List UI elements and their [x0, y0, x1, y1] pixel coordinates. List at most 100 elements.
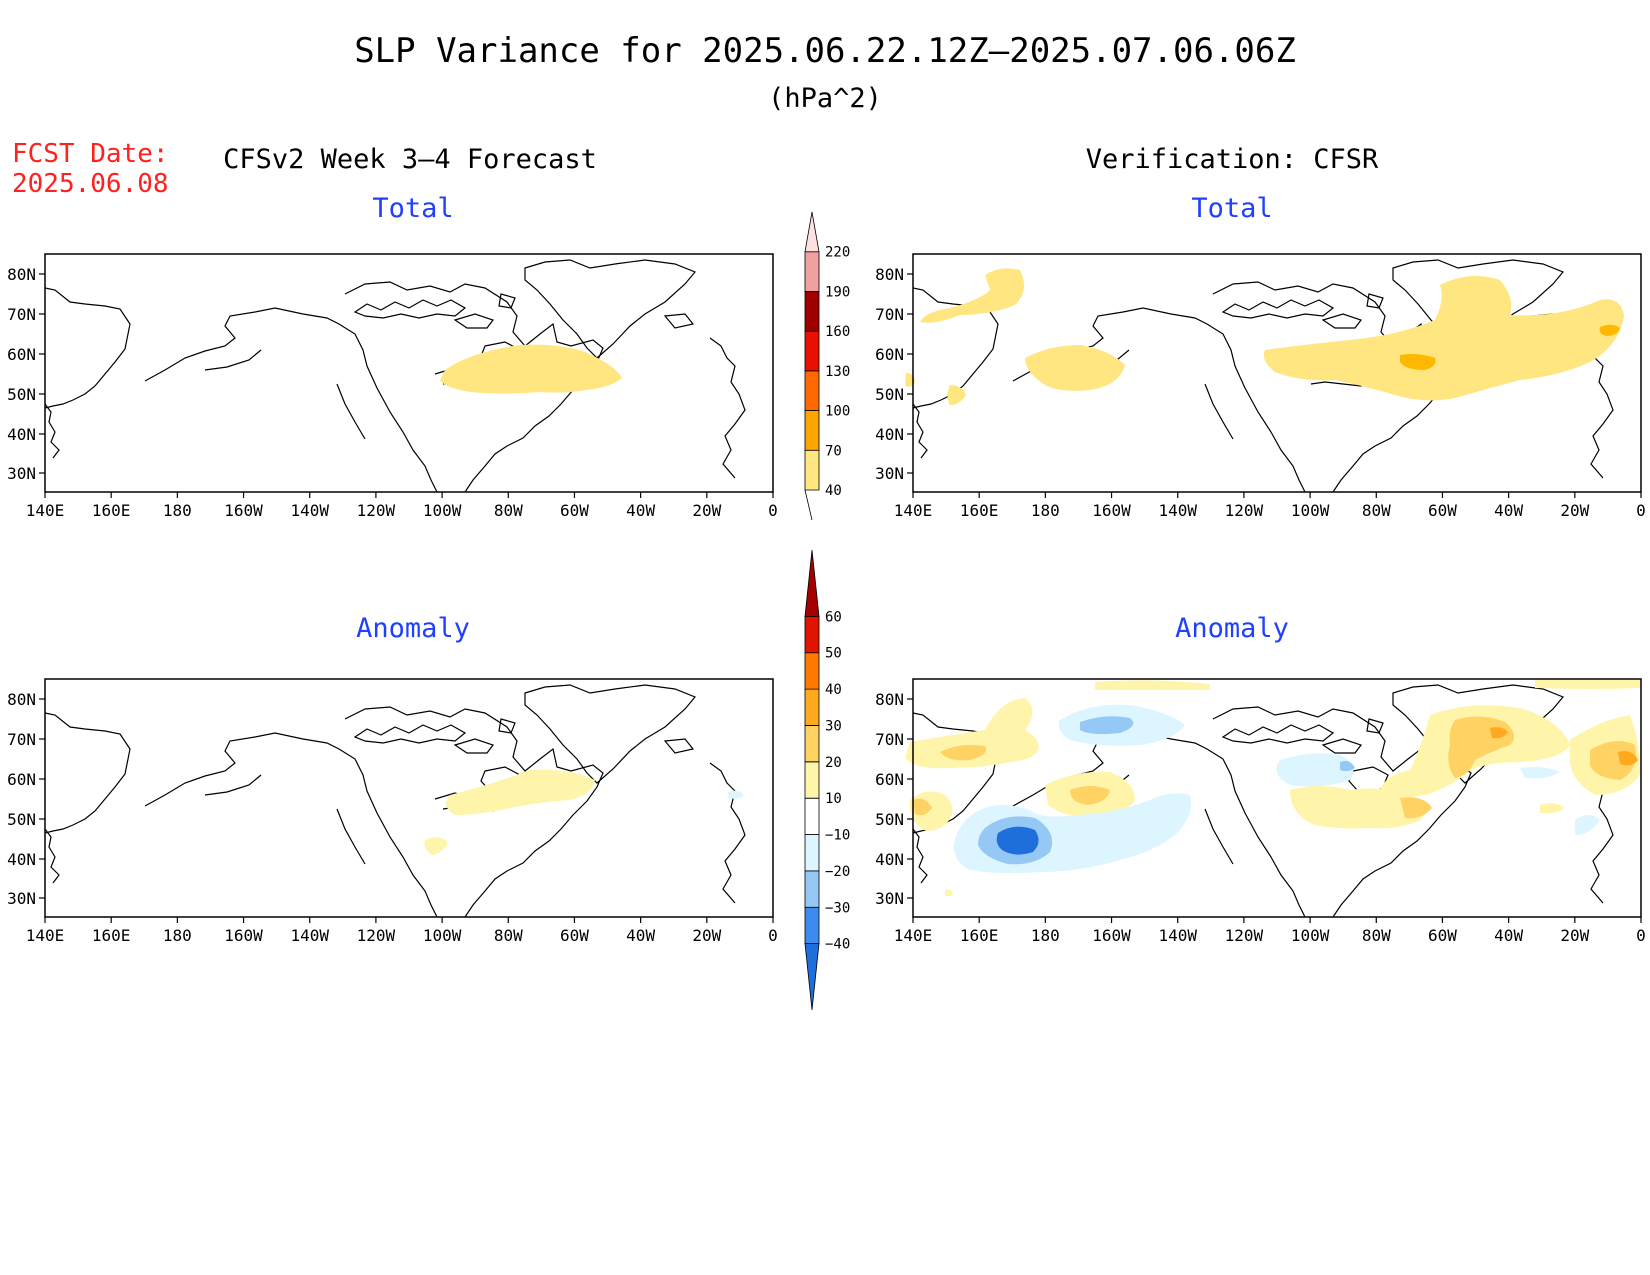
coastline — [912, 287, 999, 409]
verif-total-map: 80N 70N 60N 50N 40N 30N 140E 160E 180 160W 140W 120… — [875, 253, 1646, 520]
lon-tick-label: 80W — [1362, 501, 1391, 520]
shading — [440, 344, 622, 394]
coastline — [353, 299, 467, 319]
verif-anomaly-map: 80N 70N 60N 50N 40N 30N 140E 160E 180 160W 140W 120… — [875, 678, 1646, 945]
coastline — [912, 403, 928, 459]
lon-tick-label: 140E — [26, 926, 65, 945]
colorbar-label: 20 — [825, 755, 842, 771]
lat-tick-label: 50N — [7, 385, 36, 404]
coastline — [344, 281, 604, 493]
lat-tick-label: 80N — [7, 690, 36, 709]
lon-tick-label: 160W — [224, 926, 263, 945]
colorbar-label: 100 — [825, 404, 850, 420]
lat-tick-label: 30N — [7, 464, 36, 483]
lon-tick-label: 160E — [92, 926, 131, 945]
lat-tick-label: 50N — [875, 810, 904, 829]
coastline — [144, 307, 438, 493]
colorbar-swatch — [804, 251, 820, 292]
colorbar-label: 160 — [825, 324, 850, 340]
lat-tick-label: 40N — [875, 850, 904, 869]
lon-tick-label: 100W — [423, 926, 462, 945]
lat-tick-label: 60N — [875, 770, 904, 789]
colorbar-swatch — [804, 410, 820, 451]
lat-tick-label: 60N — [875, 345, 904, 364]
lon-tick-label: 140E — [894, 501, 933, 520]
colorbar-label: 220 — [825, 245, 850, 261]
coastline — [709, 337, 746, 479]
shading — [424, 769, 744, 855]
coastline — [1221, 724, 1335, 744]
colorbar-swatch — [804, 870, 820, 908]
lon-tick-label: 100W — [423, 501, 462, 520]
coastline — [709, 762, 746, 904]
lat-tick-label: 80N — [875, 690, 904, 709]
lat-tick-label: 70N — [875, 305, 904, 324]
colorbar-label: −10 — [825, 828, 850, 844]
coastline — [44, 828, 60, 884]
lon-tick-label: 180 — [163, 501, 192, 520]
coastline — [204, 349, 262, 371]
lon-tick-label: 40W — [626, 926, 655, 945]
fcst-anomaly-label: Anomaly — [356, 613, 470, 644]
lat-tick-label: 40N — [875, 425, 904, 444]
coastline — [663, 738, 695, 754]
total-colorbar: 40 70 100 130 160 190 220 — [804, 211, 850, 521]
shading — [905, 268, 1624, 405]
coastline — [453, 738, 494, 754]
lat-tick-label: 70N — [875, 730, 904, 749]
lon-tick-label: 140W — [290, 501, 329, 520]
lon-tick-label: 60W — [560, 501, 589, 520]
lat-tick-label: 70N — [7, 730, 36, 749]
coastline — [44, 403, 60, 459]
colorbar-swatch — [804, 834, 820, 872]
lon-tick-label: 60W — [560, 926, 589, 945]
coastlines — [44, 259, 746, 493]
colorbar-label: 60 — [825, 609, 842, 625]
lon-tick-label: 0 — [768, 926, 778, 945]
lon-tick-label: 80W — [494, 926, 523, 945]
coastline — [204, 774, 262, 796]
coastline — [44, 712, 131, 834]
colorbar-swatch — [804, 615, 820, 654]
coastline — [336, 808, 366, 865]
coastline — [336, 383, 366, 440]
lat-tick-label: 50N — [7, 810, 36, 829]
units-label: (hPa^2) — [768, 83, 882, 114]
lon-tick-label: 60W — [1428, 926, 1457, 945]
map-frame — [44, 678, 774, 918]
anomaly-colorbar: −40 −30 −20 −10 10 20 30 40 50 60 — [804, 549, 850, 1011]
colorbar-label: −40 — [825, 937, 850, 953]
lon-tick-label: 0 — [1636, 501, 1646, 520]
fcst-anomaly-map: 80N 70N 60N 50N 40N 30N 140E 160E 180 160W 140W 120… — [7, 678, 778, 945]
lon-tick-label: 40W — [1494, 501, 1523, 520]
colorbar-label: 190 — [825, 284, 850, 300]
lon-tick-label: 160E — [92, 501, 131, 520]
lon-tick-label: 120W — [1225, 926, 1264, 945]
lon-tick-label: 160W — [1092, 501, 1131, 520]
shading — [905, 680, 1640, 897]
lat-tick-label: 60N — [7, 770, 36, 789]
lon-tick-label: 180 — [163, 926, 192, 945]
map-frame — [912, 253, 1642, 493]
lon-tick-label: 60W — [1428, 501, 1457, 520]
lat-tick-label: 60N — [7, 345, 36, 364]
colorbar-label: 10 — [825, 791, 842, 807]
lon-tick-label: 40W — [626, 501, 655, 520]
coastline — [1012, 307, 1306, 493]
lon-tick-label: 120W — [357, 501, 396, 520]
lon-tick-label: 0 — [1636, 926, 1646, 945]
lon-tick-label: 160E — [960, 926, 999, 945]
coastlines — [44, 684, 746, 918]
lon-tick-label: 140W — [290, 926, 329, 945]
fcst-date-label: FCST Date: — [12, 139, 169, 169]
lon-tick-label: 0 — [768, 501, 778, 520]
lon-tick-label: 120W — [1225, 501, 1264, 520]
colorbar-swatch — [804, 761, 820, 799]
lon-tick-label: 140E — [894, 926, 933, 945]
colorbar-label: 40 — [825, 483, 842, 499]
lat-tick-label: 40N — [7, 850, 36, 869]
lon-tick-label: 120W — [357, 926, 396, 945]
coastline — [1366, 293, 1384, 309]
coastline — [524, 684, 696, 784]
